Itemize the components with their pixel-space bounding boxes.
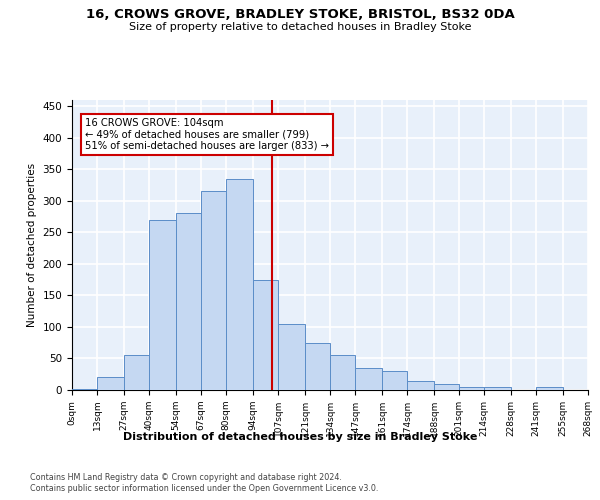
- Bar: [72, 388, 97, 390]
- Bar: [253, 280, 278, 390]
- Text: Distribution of detached houses by size in Bradley Stoke: Distribution of detached houses by size …: [123, 432, 477, 442]
- Text: Contains HM Land Registry data © Crown copyright and database right 2024.: Contains HM Land Registry data © Crown c…: [30, 472, 342, 482]
- Bar: [382, 371, 407, 390]
- Bar: [97, 378, 124, 390]
- Bar: [124, 356, 149, 390]
- Bar: [305, 342, 330, 390]
- Bar: [278, 324, 305, 390]
- Text: Contains public sector information licensed under the Open Government Licence v3: Contains public sector information licen…: [30, 484, 379, 493]
- Text: 16 CROWS GROVE: 104sqm
← 49% of detached houses are smaller (799)
51% of semi-de: 16 CROWS GROVE: 104sqm ← 49% of detached…: [85, 118, 329, 151]
- Bar: [536, 387, 563, 390]
- Text: 16, CROWS GROVE, BRADLEY STOKE, BRISTOL, BS32 0DA: 16, CROWS GROVE, BRADLEY STOKE, BRISTOL,…: [86, 8, 514, 20]
- Bar: [226, 179, 253, 390]
- Bar: [434, 384, 459, 390]
- Bar: [201, 192, 226, 390]
- Bar: [407, 380, 434, 390]
- Text: Size of property relative to detached houses in Bradley Stoke: Size of property relative to detached ho…: [129, 22, 471, 32]
- Bar: [149, 220, 176, 390]
- Bar: [330, 356, 355, 390]
- Bar: [459, 387, 484, 390]
- Y-axis label: Number of detached properties: Number of detached properties: [27, 163, 37, 327]
- Bar: [355, 368, 382, 390]
- Bar: [176, 214, 201, 390]
- Bar: [484, 387, 511, 390]
